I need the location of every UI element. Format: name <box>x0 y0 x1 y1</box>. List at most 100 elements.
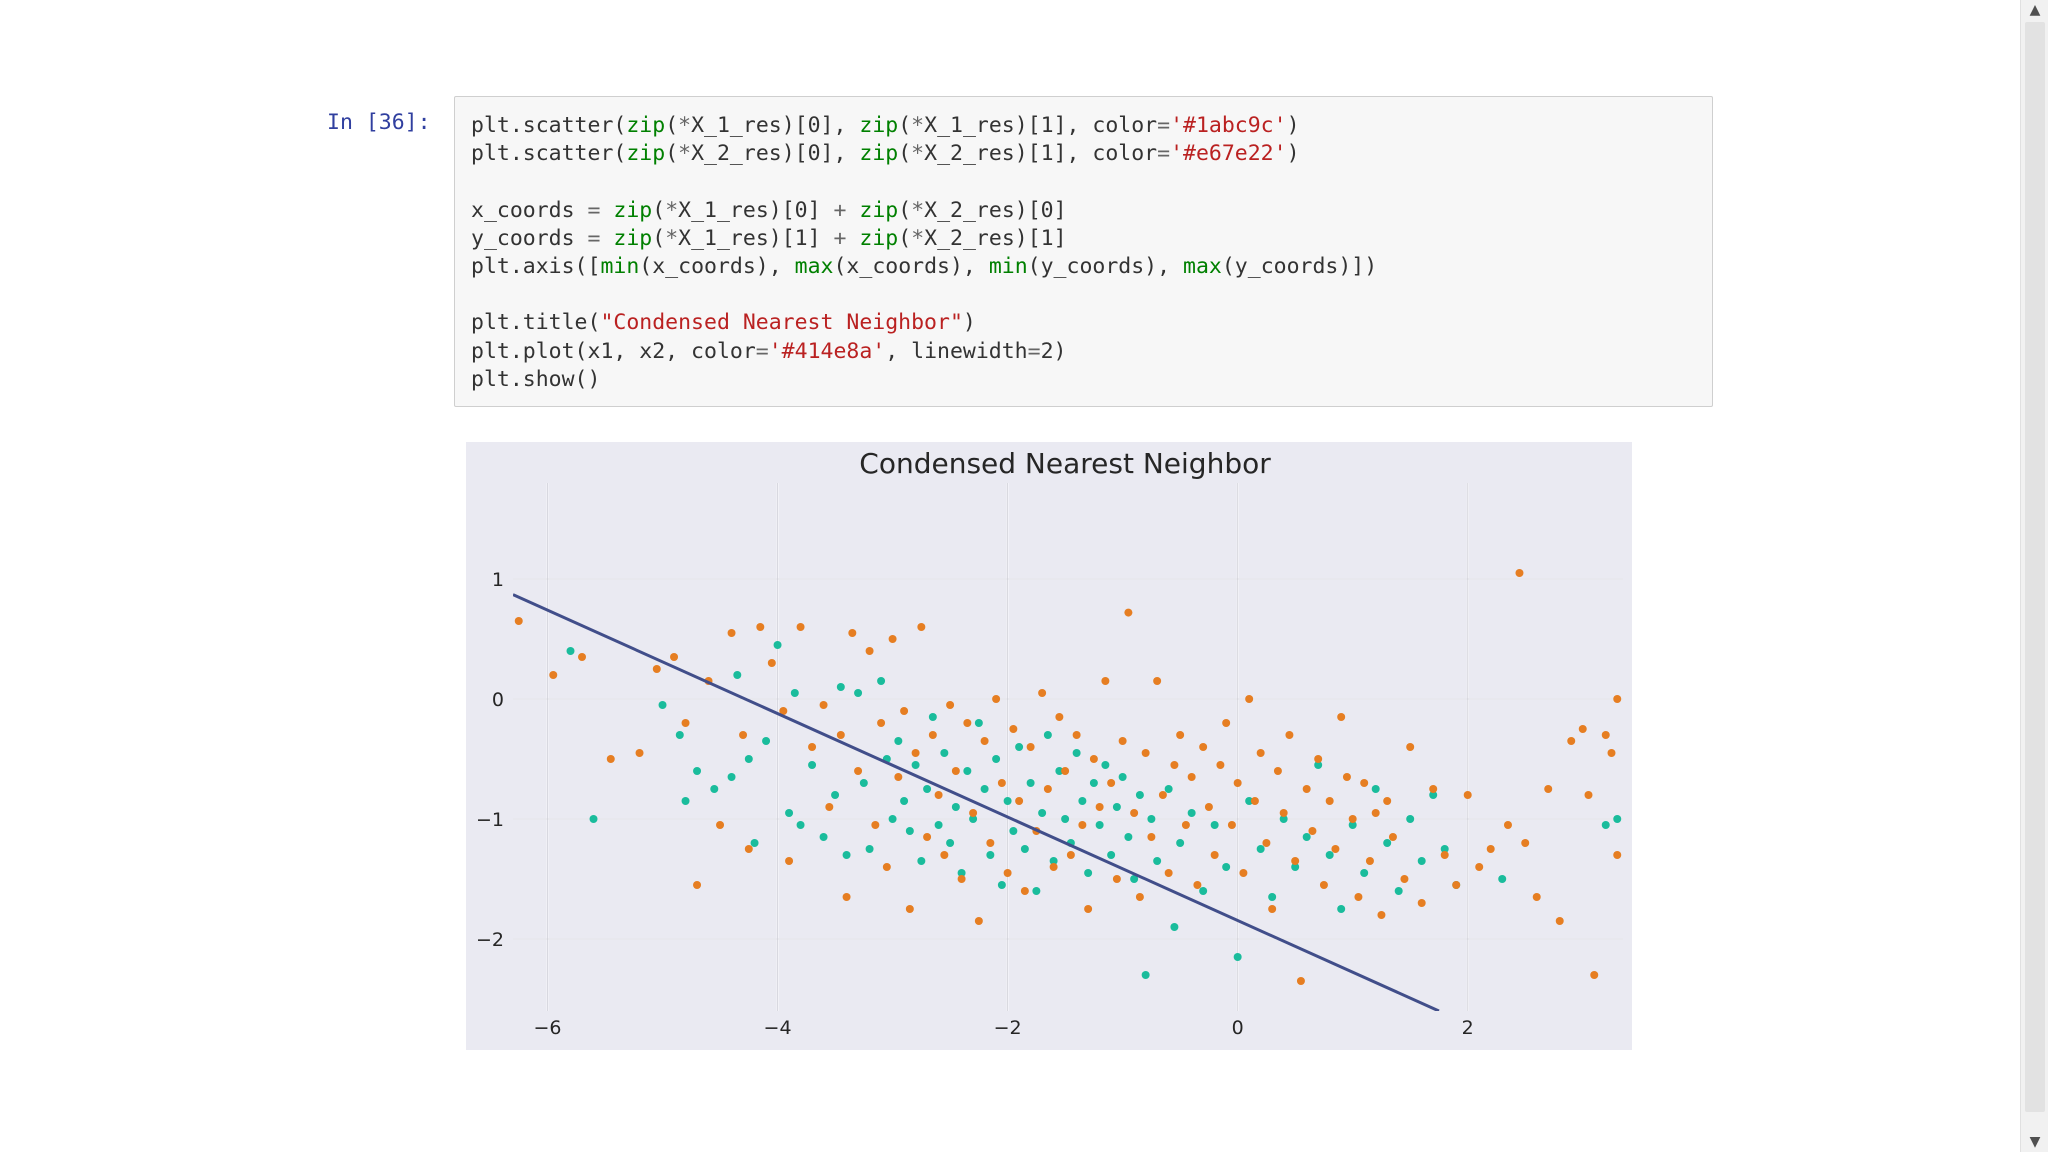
data-point <box>1015 797 1024 805</box>
data-point <box>1463 791 1472 799</box>
code-token <box>600 226 613 251</box>
code-token: X_1_res)[1], color <box>924 113 1158 138</box>
code-line: plt.show() <box>471 366 1377 394</box>
data-point <box>882 863 891 871</box>
data-point <box>1118 773 1127 781</box>
code-token: = <box>755 338 769 364</box>
data-point <box>1164 785 1173 793</box>
data-point <box>1204 803 1213 811</box>
data-point <box>1532 893 1541 901</box>
data-point <box>1089 755 1098 763</box>
data-point <box>1268 893 1277 901</box>
scrollbar-thumb[interactable] <box>2025 22 2045 1112</box>
data-point <box>1417 899 1426 907</box>
data-point <box>859 779 868 787</box>
data-point <box>1337 905 1346 913</box>
x-tick-label: −4 <box>764 1017 792 1039</box>
code-token: plt.plot(x1, x2, color <box>471 338 756 364</box>
data-point <box>848 629 857 637</box>
code-token: plt.scatter( <box>471 141 627 167</box>
code-token: zip <box>613 197 653 223</box>
code-token: '#1abc9c' <box>1170 113 1287 138</box>
code-cell-editor[interactable]: plt.scatter(zip(*X_1_res)[0], zip(*X_1_r… <box>454 96 1713 407</box>
data-point <box>986 839 995 847</box>
data-point <box>1308 827 1317 835</box>
data-point <box>1567 737 1576 745</box>
data-point <box>992 695 1001 703</box>
data-point <box>1130 809 1139 817</box>
data-point <box>1135 893 1144 901</box>
data-point <box>1141 971 1150 979</box>
data-point <box>1118 737 1127 745</box>
data-point <box>905 905 914 913</box>
data-point <box>1360 779 1369 787</box>
data-point <box>710 785 719 793</box>
data-point <box>1084 869 1093 877</box>
data-point <box>785 809 794 817</box>
code-token: zip <box>859 113 899 138</box>
code-token: X_1_res)[0] <box>678 197 834 223</box>
data-point <box>1124 833 1133 841</box>
scroll-up-icon[interactable]: ▲ <box>2029 2 2041 18</box>
data-point <box>1055 767 1064 775</box>
data-point <box>744 755 753 763</box>
data-point <box>842 851 851 859</box>
data-point <box>670 653 679 661</box>
data-point <box>917 857 926 865</box>
chart-title: Condensed Nearest Neighbor <box>859 447 1271 480</box>
code-token: ( <box>898 113 912 138</box>
code-token <box>846 226 859 251</box>
data-point <box>733 671 742 679</box>
data-point <box>1003 797 1012 805</box>
data-point <box>1388 833 1397 841</box>
data-point <box>986 851 995 859</box>
data-point <box>969 809 978 817</box>
data-point <box>779 707 788 715</box>
x-tick-label: −2 <box>994 1017 1022 1039</box>
data-point <box>865 647 874 655</box>
data-point <box>767 659 776 667</box>
data-point <box>825 803 834 811</box>
data-point <box>1222 719 1231 727</box>
data-point <box>969 815 978 823</box>
data-point <box>905 827 914 835</box>
data-point <box>1515 569 1524 577</box>
data-point <box>1078 797 1087 805</box>
data-point <box>1285 731 1294 739</box>
data-point <box>951 803 960 811</box>
data-point <box>635 749 644 757</box>
data-point <box>819 833 828 841</box>
code-token: * <box>911 197 925 223</box>
data-point <box>1429 791 1438 799</box>
data-point <box>1325 797 1334 805</box>
data-point <box>1061 767 1070 775</box>
data-point <box>1112 803 1121 811</box>
data-point <box>1291 863 1300 871</box>
data-point <box>911 749 920 757</box>
data-point <box>1406 815 1415 823</box>
data-point <box>1400 875 1409 883</box>
code-token: ( <box>665 113 679 138</box>
code-token: ( <box>898 197 912 223</box>
data-point <box>946 839 955 847</box>
vertical-scrollbar[interactable]: ▲ ▼ <box>2020 0 2048 1152</box>
data-point <box>1078 821 1087 829</box>
code-block[interactable]: plt.scatter(zip(*X_1_res)[0], zip(*X_1_r… <box>471 112 1377 394</box>
data-point <box>940 749 949 757</box>
scroll-down-icon[interactable]: ▼ <box>2029 1134 2041 1150</box>
data-point <box>1475 863 1484 871</box>
code-token: ( <box>652 225 666 251</box>
data-point <box>1279 809 1288 817</box>
data-point <box>589 815 598 823</box>
data-point <box>819 701 828 709</box>
data-point <box>1590 971 1599 979</box>
data-point <box>1020 887 1029 895</box>
data-point <box>1440 851 1449 859</box>
data-point <box>1009 827 1018 835</box>
data-point <box>1250 797 1259 805</box>
data-point <box>1371 809 1380 817</box>
code-line: plt.scatter(zip(*X_2_res)[0], zip(*X_2_r… <box>471 140 1377 168</box>
data-point <box>1371 785 1380 793</box>
code-token: + <box>833 225 847 251</box>
data-point <box>1164 869 1173 877</box>
